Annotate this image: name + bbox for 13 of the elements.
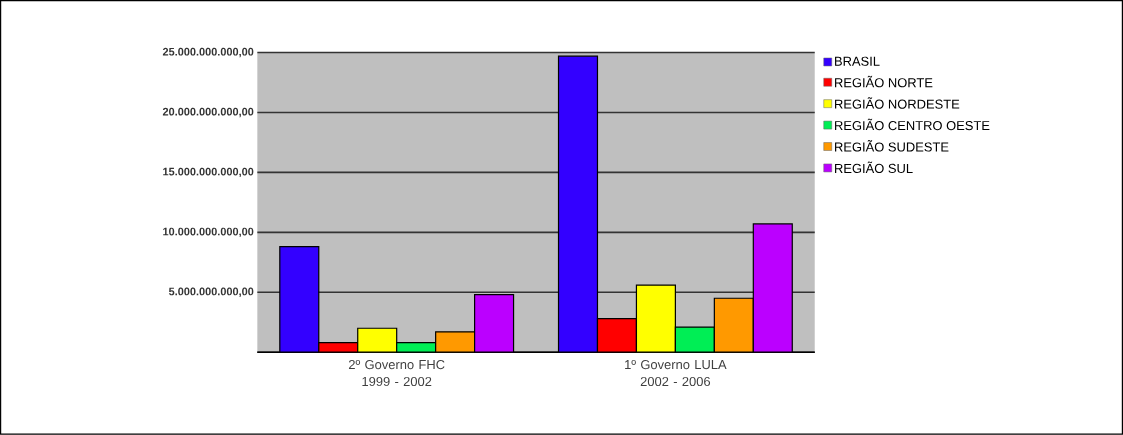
y-tick-label: 5.000.000.000,00	[168, 287, 254, 298]
legend-label: REGIÃO SUL	[835, 161, 913, 174]
x-tick-label: 2º Governo FHC 1999 - 2002	[348, 360, 445, 387]
legend-label: REGIÃO NORTE	[835, 75, 933, 88]
y-tick-label: 25.000.000.000,00	[162, 48, 254, 58]
y-tick-label: 20.000.000.000,00	[162, 107, 254, 118]
x-tick-label: 1º Governo LULA 2002 - 2006	[625, 360, 727, 387]
legend-label: REGIÃO CENTRO OESTE	[835, 118, 990, 131]
legend-label: REGIÃO SUDESTE	[835, 140, 949, 152]
y-tick-label: 15.000.000.000,00	[163, 167, 254, 178]
legend-label: REGIÃO NORDESTE	[835, 97, 960, 109]
legend-label: BRASIL	[835, 56, 880, 67]
y-tick-label: 10.000.000.000,00	[163, 227, 254, 238]
